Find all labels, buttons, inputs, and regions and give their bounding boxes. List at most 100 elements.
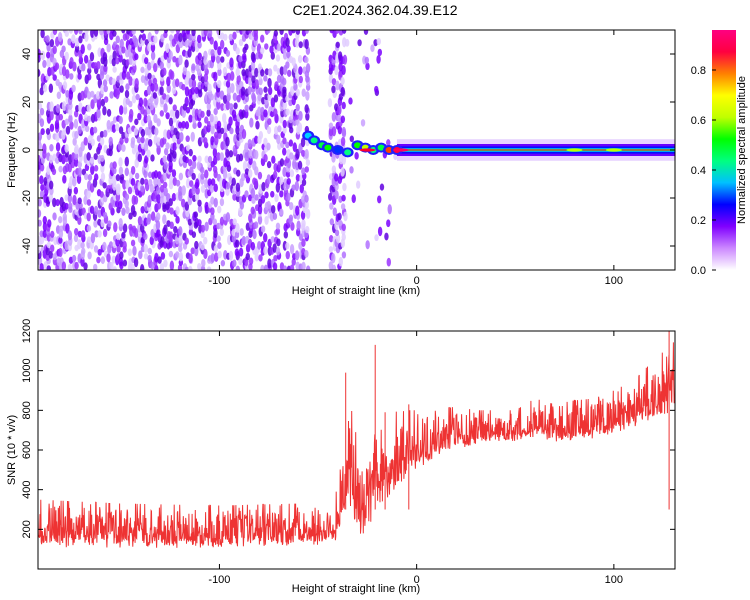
spectrogram-noise-cell [62,127,67,136]
spectrogram-noise-cell [193,211,199,219]
spectrogram-noise-cell [70,161,75,169]
spectrogram-noise-cell [236,169,241,177]
spectrogram-noise-cell [331,126,337,137]
spectrogram-noise-cell [212,155,218,165]
spectrogram-noise-cell [112,30,117,37]
snr-x-axis-label: Height of straight line (km) [292,583,420,595]
spectrogram-noise-cell [55,199,60,207]
spectrogram-noise-cell [168,117,174,127]
spectrogram-noise-cell [112,167,117,175]
spectrogram-noise-cell [238,247,244,257]
spectrogram-noise-cell [147,139,153,147]
spectrogram-noise-cell [196,34,202,44]
spectrogram-noise-cell [175,30,181,35]
spectrogram-noise-cell [118,53,123,63]
spectrogram-noise-cell [266,174,271,185]
spectrogram-noise-cell [169,260,175,270]
spectrogram-noise-cell [118,115,123,125]
spectrogram-noise-cell [253,30,259,37]
spectrogram-noise-cell [377,48,383,57]
snr-x-tick-label: -100 [208,574,230,586]
spectrogram-noise-cell [58,165,63,173]
snr-y-tick-label: 600 [21,441,33,459]
spectrogram-signal-cell [359,148,376,152]
spectrogram-noise-cell [341,30,347,34]
spectrogram-noise-cell [286,50,291,59]
spectrogram-noise-cell [272,170,278,180]
spectrogram-noise-cell [93,153,98,160]
spectrogram-noise-cell [304,38,309,50]
spectrogram-noise-cell [69,73,74,80]
spectrogram-noise-cell [119,85,124,93]
spectrogram-noise-cell [204,221,209,232]
spectrogram-noise-cell [216,152,221,161]
spectrogram-noise-cell [191,30,196,37]
spectrogram-noise-cell [235,67,240,77]
spectrogram-noise-cell [301,167,306,175]
spectrogram-noise-cell [175,78,180,88]
spectrogram-noise-cell [58,236,63,244]
spectrogram-noise-cell [178,234,183,244]
spectrogram-noise-cell [291,57,296,67]
spectrogram-noise-cell [195,187,200,195]
spectrogram-noise-cell [247,30,253,34]
colorbar-ticks: 0.0 0.2 0.4 0.6 0.8 [691,65,716,277]
snr-y-ticks: 200 400 600 800 1000 1200 [21,319,675,539]
spectrogram-noise-cell [272,243,277,253]
spectrogram-noise-cell [93,245,99,253]
spectrogram-noise-cell [282,100,287,110]
spectrogram-noise-cell [68,30,74,34]
spectrogram-noise-cell [235,182,241,193]
spectrogram-noise-cell [282,147,287,156]
spectrogram-noise-cell [155,186,161,195]
spectrogram-noise-cell [181,30,186,38]
spectrogram-noise-cell [58,81,63,90]
spectrogram-noise-cell [52,45,57,55]
spectrogram-noise-cell [269,211,275,222]
spectrogram-noise-cell [267,258,272,269]
spectrogram-noise-cell [244,104,249,112]
spectrogram-noise-cell [196,161,202,171]
spectrogram-noise-cell [272,212,278,220]
spectrogram-noise-cell [266,142,271,151]
spectrogram-noise-cell [340,203,346,210]
spectrogram-noise-cell [341,154,347,165]
spectrogram-noise-cell [48,83,54,94]
spectrogram-noise-cell [74,261,79,270]
spectrogram-noise-cell [288,139,294,147]
spectrogram-noise-cell [133,37,139,48]
spectrogram-noise-cell [152,189,158,200]
spectrogram-noise-cell [267,118,272,125]
spectrogram-noise-cell [93,219,98,228]
spectrogram-noise-cell [263,137,268,147]
spectrogram-noise-cell [96,61,101,70]
spectrogram-noise-cell [147,247,152,255]
spectrogram-noise-cell [55,132,60,142]
spectrogram-noise-cell [285,37,290,47]
spectrogram-noise-cell [279,158,285,167]
spectrogram-noise-cell [225,80,231,88]
spectrogram-noise-cell [62,81,68,90]
spectrogram-noise-cell [54,62,60,71]
spectrogram-noise-cell [90,30,95,38]
spectrogram-noise-cell [304,194,309,203]
spectrogram-noise-cell [74,37,80,47]
spectrogram-noise-cell [335,80,340,91]
spectrogram-noise-cell [203,73,209,83]
colorbar-tick-label: 0.6 [691,115,706,127]
spectrogram-noise-cell [206,109,211,117]
spectrogram-noise-cell [264,43,269,50]
spectrogram-noise-cell [146,85,152,96]
spectrogram-noise-cell [86,199,92,206]
spectrogram-noise-cell [200,173,205,180]
spectrogram-noise-cell [384,232,389,241]
spectrogram-noise-cell [286,69,292,77]
spectrogram-noise-cell [52,212,57,221]
spectrogram-noise-cell [163,161,168,170]
spectrogram-noise-cell [276,238,281,247]
snr-y-tick-label: 400 [21,480,33,498]
spectrogram-noise-cell [40,184,45,191]
spectrogram-noise-cell [296,220,301,231]
spectrogram-noise-cell [235,30,240,34]
spectrogram-noise-cell [155,212,161,221]
